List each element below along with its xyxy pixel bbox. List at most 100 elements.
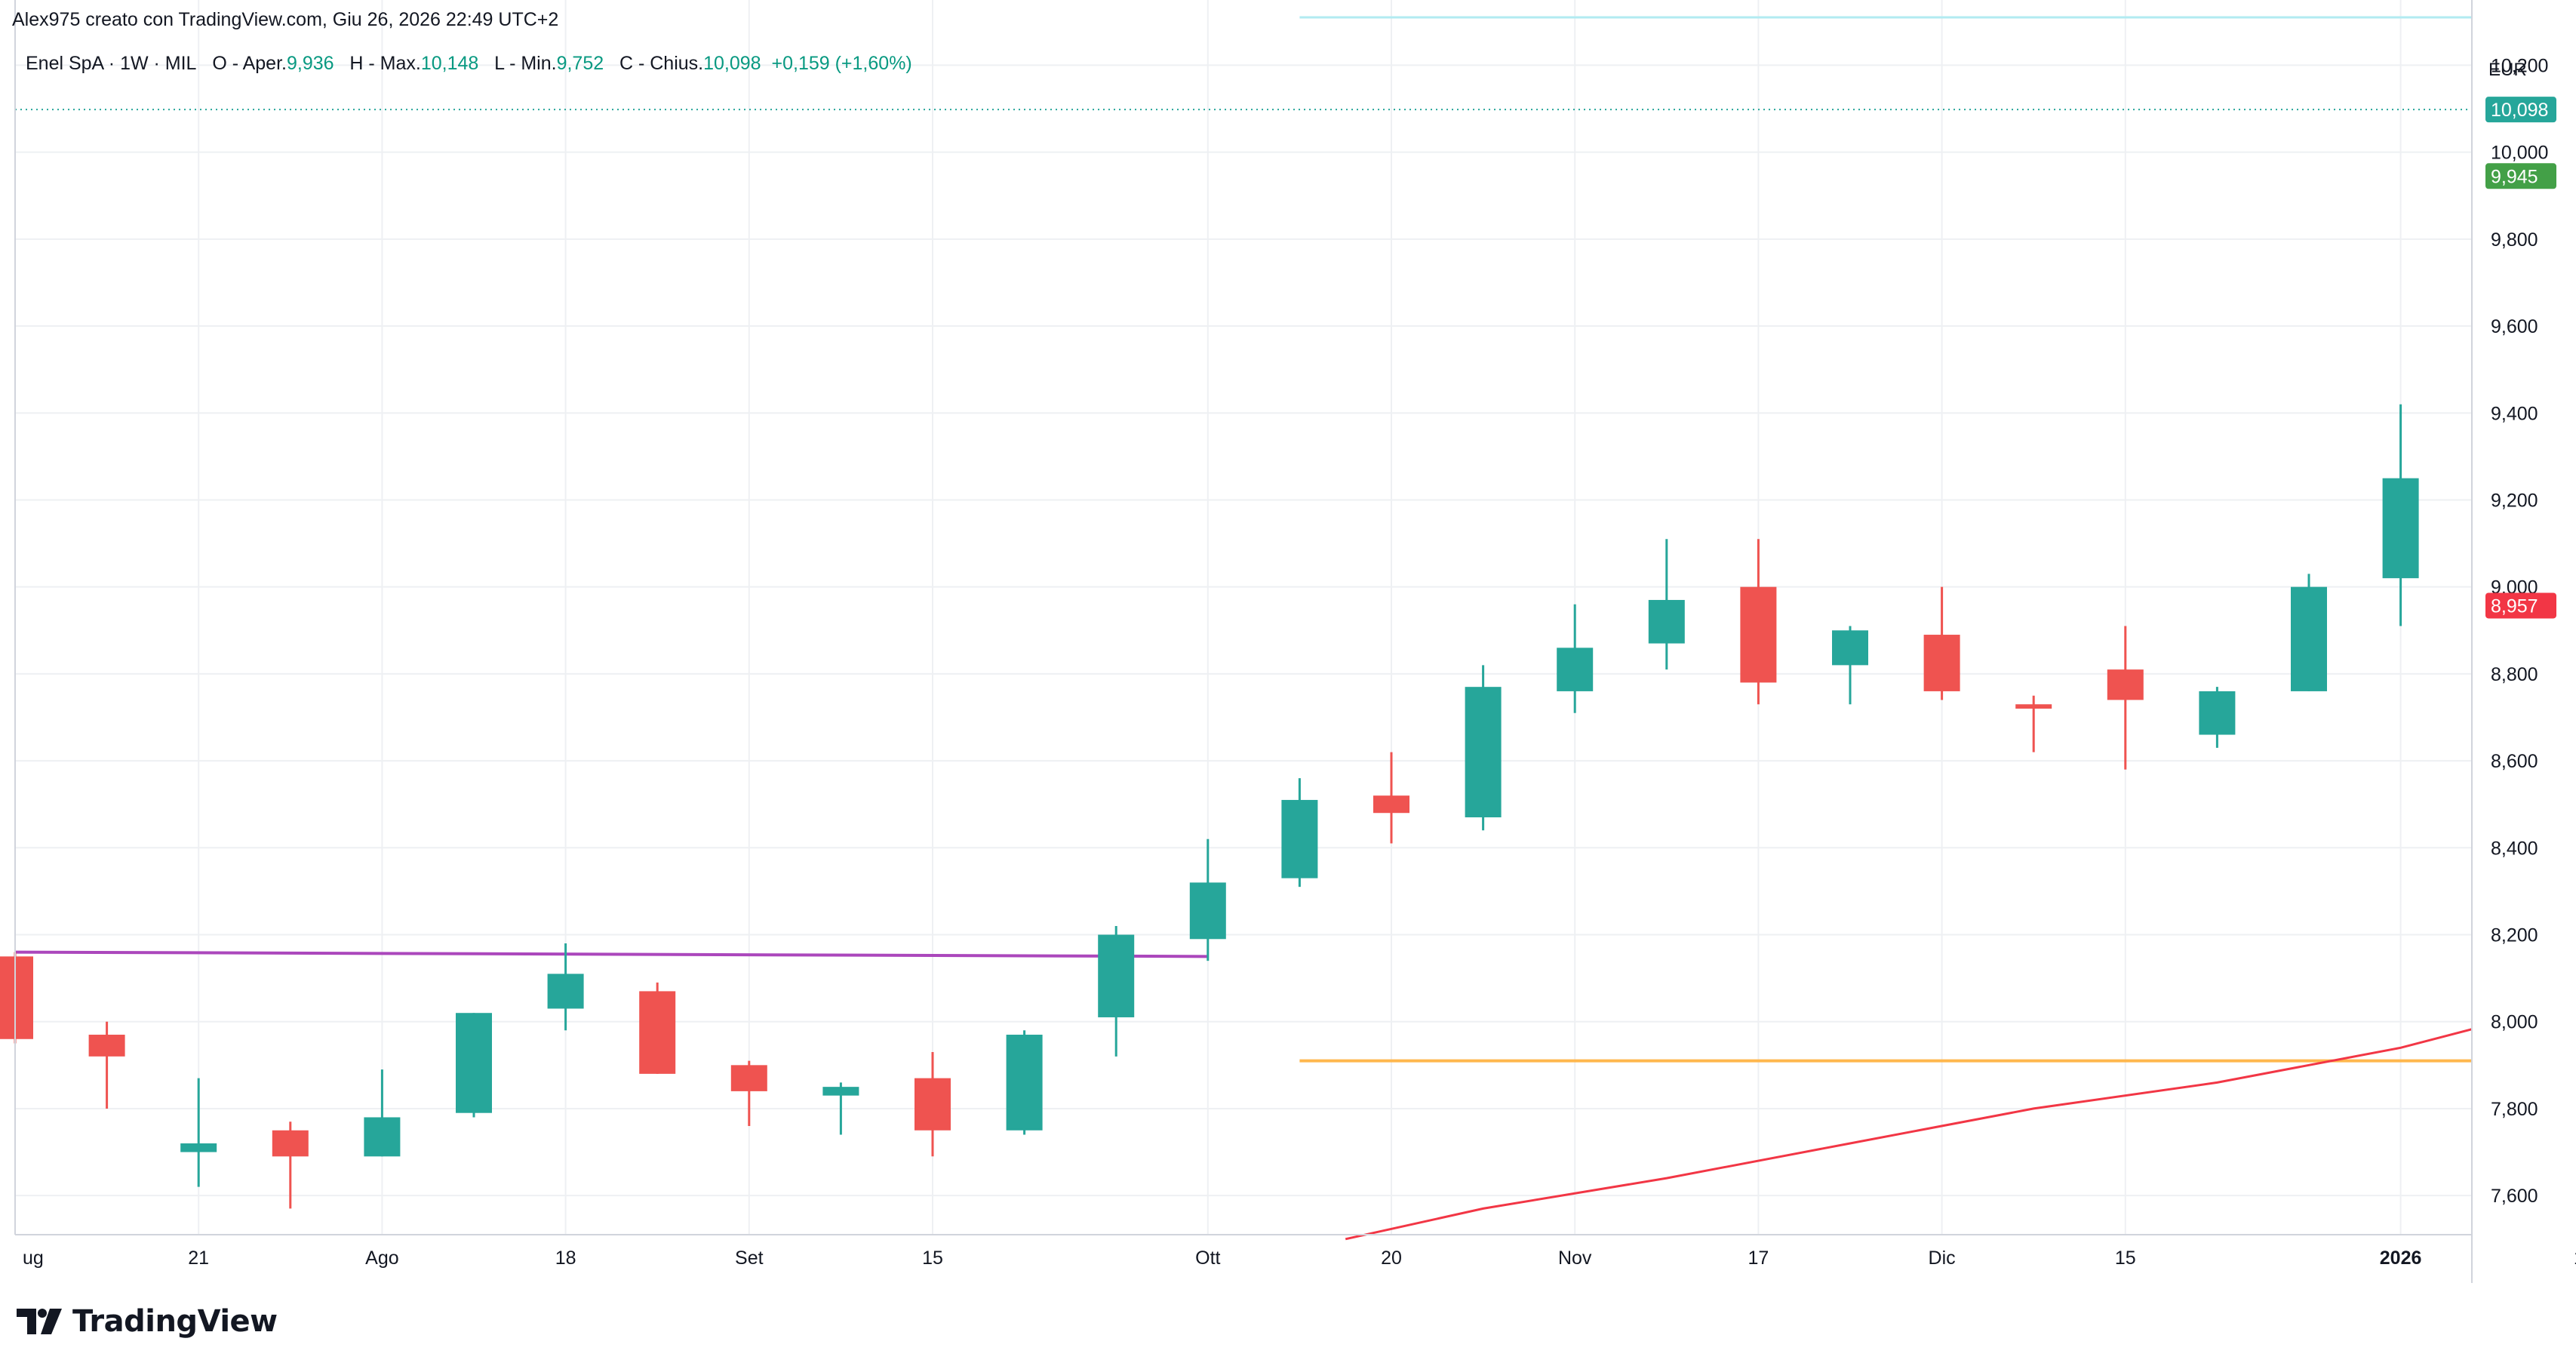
candle-body xyxy=(180,1143,217,1152)
y-tick-label: 8,400 xyxy=(2491,838,2538,859)
tradingview-logo-text: TradingView xyxy=(72,1304,278,1339)
high-value: 10,148 xyxy=(420,53,479,74)
price-badge-label: 9,945 xyxy=(2491,166,2538,187)
change-value: +0,159 (+1,60%) xyxy=(771,53,912,74)
x-tick-label: 20 xyxy=(1381,1248,1402,1269)
candle-body xyxy=(1557,648,1594,691)
candle[interactable] xyxy=(639,982,676,1074)
y-tick-label: 8,800 xyxy=(2491,664,2538,685)
candle[interactable] xyxy=(272,1121,309,1209)
candle-body xyxy=(1189,882,1226,940)
candle[interactable] xyxy=(2015,695,2052,752)
candle-body xyxy=(364,1117,401,1157)
candle-body xyxy=(2107,669,2144,700)
candle[interactable] xyxy=(547,943,584,1031)
candle[interactable] xyxy=(0,952,33,1044)
candle-body xyxy=(1465,687,1502,817)
open-value: 9,936 xyxy=(286,53,334,74)
low-label: L - Min. xyxy=(494,53,557,74)
symbol-name[interactable]: Enel SpA · 1W · MIL xyxy=(26,53,197,74)
y-tick-label: 9,400 xyxy=(2491,403,2538,424)
candle[interactable] xyxy=(1557,604,1594,713)
symbol-legend: Enel SpA · 1W · MIL O - Aper.9,936 H - M… xyxy=(26,53,912,75)
close-label: C - Chius. xyxy=(619,53,704,74)
high-label: H - Max. xyxy=(349,53,421,74)
candle[interactable] xyxy=(1740,539,1777,705)
candle[interactable] xyxy=(364,1069,401,1157)
price-badge: 8,957 xyxy=(2485,592,2556,619)
x-tick-label: Ott xyxy=(1195,1248,1220,1269)
price-badge-label: 10,098 xyxy=(2491,100,2548,121)
x-tick-label: Nov xyxy=(1558,1248,1592,1269)
candle-body xyxy=(1006,1035,1043,1131)
candle-body xyxy=(0,956,33,1039)
candle-body xyxy=(1832,630,1868,666)
candle-body xyxy=(822,1087,859,1096)
candle-body xyxy=(88,1035,125,1057)
candle[interactable] xyxy=(1281,778,1318,888)
x-tick-label: 21 xyxy=(188,1248,209,1269)
candle-body xyxy=(1098,934,1135,1017)
candle[interactable] xyxy=(2291,574,2327,691)
y-tick-label: 10,000 xyxy=(2491,143,2548,164)
candle[interactable] xyxy=(180,1078,217,1187)
y-tick-label: 8,000 xyxy=(2491,1012,2538,1033)
price-badge-label: 8,957 xyxy=(2491,595,2538,617)
moving-average-line[interactable] xyxy=(1345,605,2576,1241)
candle[interactable] xyxy=(88,1021,125,1109)
candle[interactable] xyxy=(915,1052,951,1157)
candle-body xyxy=(2199,691,2236,735)
candle[interactable] xyxy=(1923,586,1960,700)
candle[interactable] xyxy=(2107,626,2144,770)
y-tick-label: 9,200 xyxy=(2491,490,2538,511)
price-badge-bg xyxy=(2485,592,2556,619)
y-tick-label: 8,200 xyxy=(2491,925,2538,946)
candle-body xyxy=(915,1078,951,1131)
x-tick-label: 19 xyxy=(2574,1248,2576,1269)
price-badge: 9,945 xyxy=(2485,163,2556,189)
y-tick-label: 9,600 xyxy=(2491,316,2538,337)
price-badge-bg xyxy=(2485,163,2556,189)
candle[interactable] xyxy=(730,1060,767,1126)
x-tick-label: 2026 xyxy=(2380,1248,2422,1269)
price-axis-bg xyxy=(2472,0,2576,1291)
x-tick-label: Dic xyxy=(1929,1248,1956,1269)
tradingview-logo[interactable]: TradingView xyxy=(17,1304,278,1339)
candle[interactable] xyxy=(1373,752,1409,844)
close-value: 10,098 xyxy=(703,53,761,74)
candle[interactable] xyxy=(1832,626,1868,705)
candle-body xyxy=(1281,799,1318,878)
y-tick-label: 7,800 xyxy=(2491,1099,2538,1120)
candle-body xyxy=(639,991,676,1074)
candle-body xyxy=(2015,704,2052,709)
candle[interactable] xyxy=(1006,1030,1043,1135)
candle[interactable] xyxy=(2382,404,2419,626)
candle-body xyxy=(1740,586,1777,683)
y-tick-label: 10,200 xyxy=(2491,55,2548,76)
candle-body xyxy=(272,1130,309,1157)
candle[interactable] xyxy=(456,1013,492,1118)
candle[interactable] xyxy=(2199,687,2236,748)
x-tick-label: ug xyxy=(23,1248,44,1269)
candle-body xyxy=(2291,586,2327,691)
x-tick-label: 15 xyxy=(922,1248,943,1269)
price-badge-bg xyxy=(2485,97,2556,123)
x-tick-label: Set xyxy=(735,1248,764,1269)
candle-body xyxy=(547,974,584,1009)
currency-box[interactable] xyxy=(2478,45,2565,91)
low-value: 9,752 xyxy=(556,53,604,74)
candle[interactable] xyxy=(1189,838,1226,961)
y-tick-label: 7,600 xyxy=(2491,1186,2538,1207)
candle[interactable] xyxy=(822,1082,859,1135)
candle[interactable] xyxy=(1098,926,1135,1057)
candle-body xyxy=(1373,795,1409,814)
candle[interactable] xyxy=(1465,665,1502,831)
candle-body xyxy=(1648,599,1685,644)
candle-body xyxy=(456,1013,492,1113)
purple-line[interactable] xyxy=(14,950,1208,958)
y-tick-label: 8,600 xyxy=(2491,751,2538,772)
x-tick-label: 17 xyxy=(1748,1248,1769,1269)
candle[interactable] xyxy=(1648,539,1685,670)
candle-body xyxy=(2382,478,2419,579)
